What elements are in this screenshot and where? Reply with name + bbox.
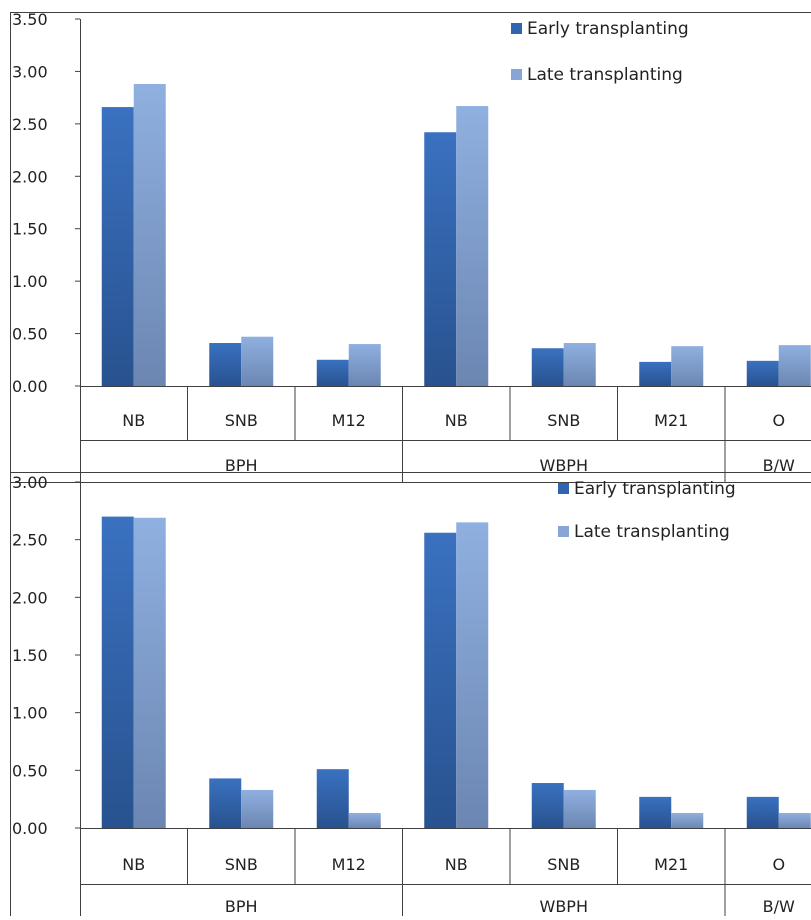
bar-late [671,346,703,386]
legend-label: Late transplanting [527,65,683,85]
chart-panel-1: 0.00 0.50 1.00 1.50 2.00 2.50 3.00 3.50 NB SNB M12… [11,10,811,483]
legend-label: Early transplanting [527,19,689,39]
y-tick-label: 3.00 [12,62,48,81]
legend-swatch-early [558,483,569,494]
y-tick-label: 0.50 [12,325,48,344]
bar-early [532,783,564,828]
bar-early [209,343,241,386]
bar-late [134,518,166,828]
bar-early [317,360,349,386]
bar-early [102,107,134,386]
bar-late [564,790,596,828]
bar-late [241,790,273,828]
bar-early [317,769,349,828]
bar-early [424,132,456,386]
bar-early [532,348,564,386]
bar-late [349,344,381,386]
y-tick-label: 0.00 [12,377,48,396]
y-tick-label: 2.00 [12,588,48,607]
category-label: M21 [654,855,688,874]
category-label: M12 [332,411,366,430]
bar-late [564,343,596,386]
bar-late [456,522,488,828]
y-tick-label: 2.00 [12,167,48,186]
bar-early [102,517,134,828]
bar-late [779,345,811,386]
category-label: NB [122,855,145,874]
bar-early [639,797,671,828]
category-label: SNB [547,411,580,430]
bar-late [134,84,166,386]
category-label: M12 [332,855,366,874]
y-tick-label: 1.00 [12,704,48,723]
group-label: B/W [763,897,795,916]
category-label: SNB [225,411,258,430]
bar-late [349,813,381,828]
category-label: O [772,855,785,874]
legend-swatch-early [511,23,522,34]
y-tick-label: 1.00 [12,272,48,291]
bar-late [779,813,811,828]
bar-late [456,106,488,386]
bar-early [209,778,241,828]
legend-label: Early transplanting [574,479,736,499]
category-label: SNB [547,855,580,874]
group-label: WBPH [540,897,588,916]
y-tick-label: 0.00 [12,819,48,838]
category-label: M21 [654,411,688,430]
bar-early [424,533,456,828]
category-label: O [772,411,785,430]
y-tick-label: 2.50 [12,531,48,550]
group-label: BPH [225,897,258,916]
bar-early [747,797,779,828]
legend-swatch-late [511,69,522,80]
category-label: SNB [225,855,258,874]
chart-panel-2: 0.00 0.50 1.00 1.50 2.00 2.50 3.00 NB SNB M12 NB SN… [11,473,811,917]
y-tick-label: 3.00 [12,473,48,492]
y-tick-label: 3.50 [12,10,48,29]
y-tick-label: 0.50 [12,761,48,780]
legend-swatch-late [558,526,569,537]
y-tick-label: 2.50 [12,115,48,134]
category-label: NB [445,411,468,430]
y-tick-label: 1.50 [12,646,48,665]
category-label: NB [445,855,468,874]
y-tick-label: 1.50 [12,220,48,239]
bar-early [639,362,671,386]
bar-late [671,813,703,828]
bar-early [747,361,779,386]
bar-late [241,337,273,386]
legend-label: Late transplanting [574,522,730,542]
category-label: NB [122,411,145,430]
